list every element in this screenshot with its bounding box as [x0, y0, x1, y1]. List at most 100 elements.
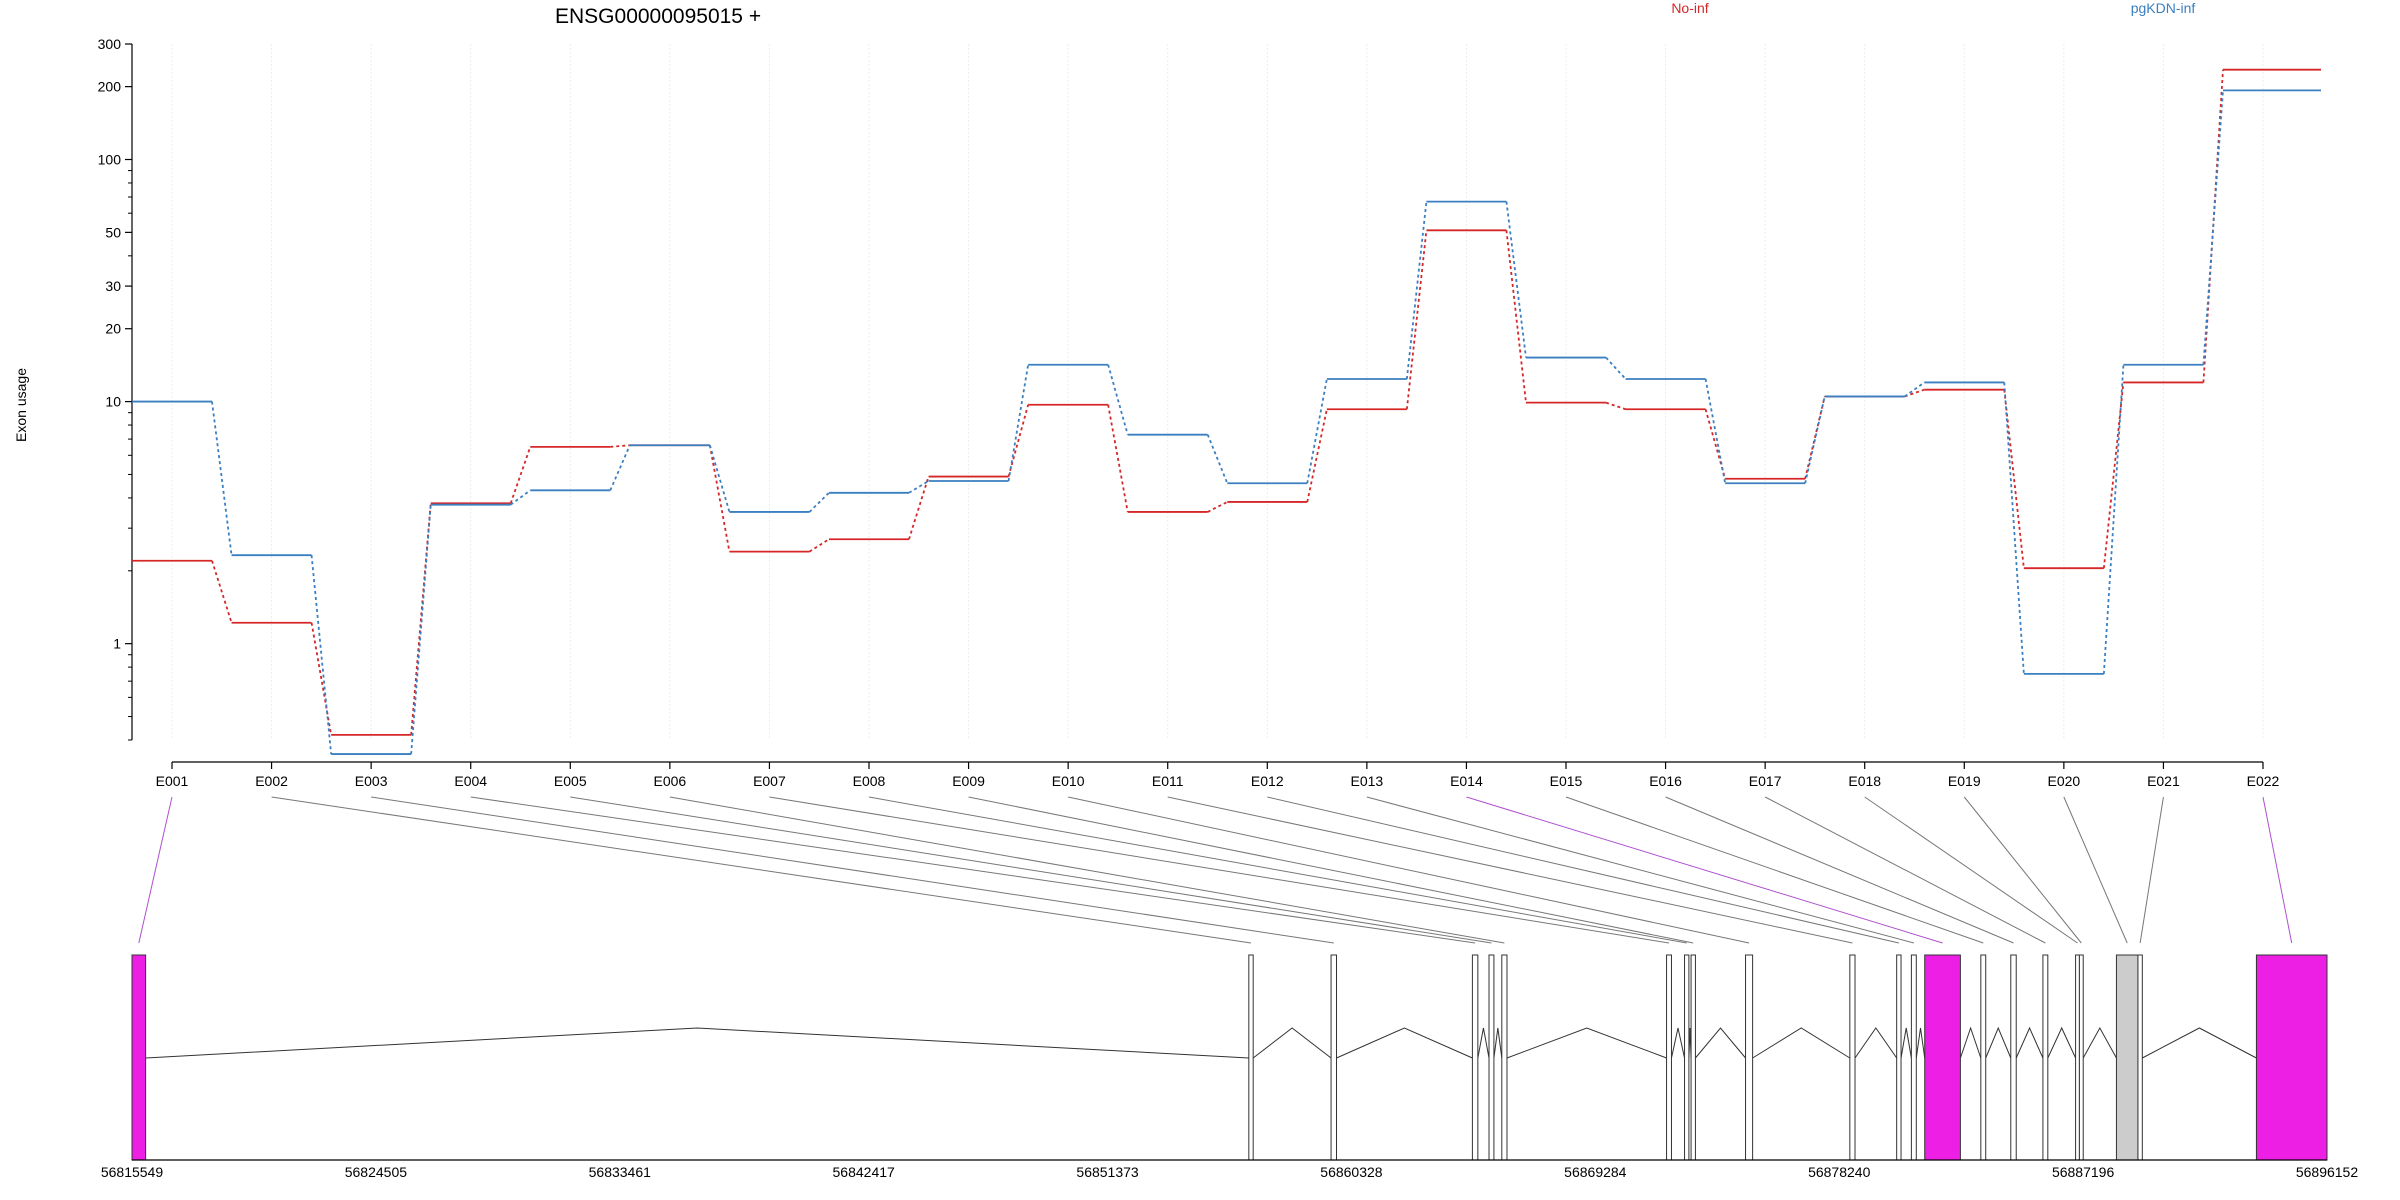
- exon-box-e004: [1471, 954, 1479, 1161]
- series-no-inf-connector: [1605, 401, 1626, 411]
- intron-e010: [1752, 1027, 1851, 1059]
- exon-connector-e016: [1665, 796, 2014, 944]
- y-tick-label-300: 300: [98, 36, 122, 52]
- x-tick-label-e012: E012: [1251, 773, 1284, 789]
- genomic-tick-label: 56833461: [589, 1164, 652, 1180]
- exon-connector-e021: [2139, 796, 2164, 944]
- series-pgkdn-inf-connector: [808, 492, 830, 513]
- x-tick-label-e022: E022: [2247, 773, 2280, 789]
- exon-connector-e011: [1167, 796, 1853, 944]
- intron-e002: [1252, 1027, 1332, 1059]
- exon-connector-e017: [1764, 796, 2046, 944]
- intron-e011: [1854, 1027, 1898, 1059]
- genomic-tick-label: 56842417: [833, 1164, 896, 1180]
- legend-label-pgkdn-inf: pgKDN-inf: [2131, 0, 2196, 16]
- exon-box-e015: [1980, 954, 1987, 1161]
- series-no-inf-connector: [1405, 230, 1428, 410]
- exon-box-e019: [2078, 954, 2084, 1161]
- exon-connector-e007: [769, 796, 1670, 944]
- x-tick-label-e011: E011: [1152, 773, 1184, 789]
- exon-box-e013: [1910, 954, 1917, 1161]
- exon-connector-e012: [1267, 796, 1899, 944]
- exon-box-e012: [1896, 954, 1902, 1161]
- series-pgkdn-inf-connector: [1704, 378, 1727, 484]
- x-tick-label-e018: E018: [1848, 773, 1881, 789]
- x-tick-label-e013: E013: [1351, 773, 1384, 789]
- series-no-inf-connector: [1207, 501, 1228, 513]
- x-tick-label-e004: E004: [454, 773, 487, 789]
- y-tick-label-1: 1: [113, 636, 121, 652]
- exon-connectors: [138, 796, 2293, 944]
- x-tick-label-e005: E005: [554, 773, 587, 789]
- y-tick-label-100: 100: [98, 152, 122, 168]
- intron-e005: [1493, 1027, 1503, 1059]
- genomic-tick-label: 56815549: [101, 1164, 164, 1180]
- genomic-tick-label: 56824505: [345, 1164, 408, 1180]
- legend-label-no-inf: No-inf: [1671, 0, 1708, 16]
- series-no-inf-connector: [908, 476, 930, 540]
- series-no-inf-connector: [2102, 382, 2125, 569]
- series-no-inf-connector: [1804, 396, 1826, 479]
- intron-e009: [1695, 1027, 1746, 1059]
- intron-e013: [1915, 1027, 1926, 1059]
- exon-connector-e008: [868, 796, 1687, 944]
- exon-connector-e019: [1963, 796, 2082, 944]
- y-tick-label-200: 200: [98, 79, 122, 95]
- exon-box-e006: [1501, 954, 1508, 1161]
- exon-box-e003: [1330, 954, 1338, 1161]
- series-pgkdn-inf-connector: [908, 480, 930, 494]
- x-tick-label-e015: E015: [1550, 773, 1583, 789]
- exon-box-e005: [1488, 954, 1495, 1161]
- intron-e003: [1336, 1027, 1473, 1059]
- genomic-tick-label: 56878240: [1808, 1164, 1871, 1180]
- series-no-inf-connector: [1007, 404, 1030, 477]
- genomic-tick-label: 56869284: [1564, 1164, 1627, 1180]
- series-no-inf-connector: [509, 446, 532, 504]
- series-pgkdn-inf-connector: [1605, 356, 1627, 380]
- exon-box-e011: [1849, 954, 1856, 1161]
- x-tick-label-e019: E019: [1948, 773, 1981, 789]
- x-tick-label-e001: E001: [156, 773, 189, 789]
- series-pgkdn-inf-connector: [510, 489, 531, 506]
- exon-connector-e004: [470, 796, 1476, 944]
- intron-e017: [2047, 1026, 2077, 1059]
- intron-e014: [1959, 1026, 1982, 1059]
- exon-connector-e013: [1366, 796, 1914, 944]
- genomic-tick-label: 56896152: [2296, 1164, 2359, 1180]
- y-tick-label-20: 20: [105, 321, 121, 337]
- series-pgkdn-inf-connector: [1904, 381, 1925, 398]
- x-tick-label-e006: E006: [654, 773, 687, 789]
- x-tick-label-e008: E008: [853, 773, 886, 789]
- series-pgkdn-inf-connector: [1206, 434, 1229, 484]
- chart-title: ENSG00000095015 +: [555, 5, 761, 28]
- x-tick-label-e017: E017: [1749, 773, 1782, 789]
- y-axis-label: Exon usage: [13, 368, 29, 442]
- series-pgkdn-inf-connector: [1405, 201, 1428, 380]
- series-no-inf-connector: [1107, 404, 1129, 513]
- x-tick-label-e002: E002: [255, 773, 288, 789]
- chart-text: ENSG00000095015 + Exon usage No-inf pgKD…: [13, 0, 2195, 442]
- exon-box-e020: [2115, 954, 2139, 1161]
- series-pgkdn-inf-connector: [609, 444, 631, 491]
- exon-box-e021: [2137, 954, 2143, 1161]
- series-pgkdn-inf-connector: [211, 401, 233, 556]
- genomic-tick-label: 56887196: [2052, 1164, 2115, 1180]
- series-no-inf-connector: [1704, 408, 1727, 479]
- exon-box-e018: [2075, 954, 2080, 1161]
- exon-connector-e005: [570, 796, 1492, 944]
- series-no-inf-connector: [2003, 389, 2025, 569]
- series-pgkdn-inf-connector: [2102, 364, 2125, 674]
- series-no-inf-connector: [1306, 409, 1328, 503]
- y-tick-label-50: 50: [105, 224, 121, 240]
- exon-box-e002: [1248, 954, 1254, 1161]
- exon-connector-e003: [371, 796, 1334, 944]
- intron-e021: [2142, 1027, 2257, 1059]
- series-no-inf-connector: [808, 538, 830, 553]
- intron-e007: [1670, 1027, 1686, 1059]
- x-tick-label-e020: E020: [2048, 773, 2081, 789]
- vertical-gridlines: [171, 44, 2264, 740]
- series-pgkdn-inf-connector: [708, 445, 731, 513]
- exon-connector-e010: [1068, 796, 1750, 944]
- series-pgkdn-inf-connector: [310, 555, 333, 755]
